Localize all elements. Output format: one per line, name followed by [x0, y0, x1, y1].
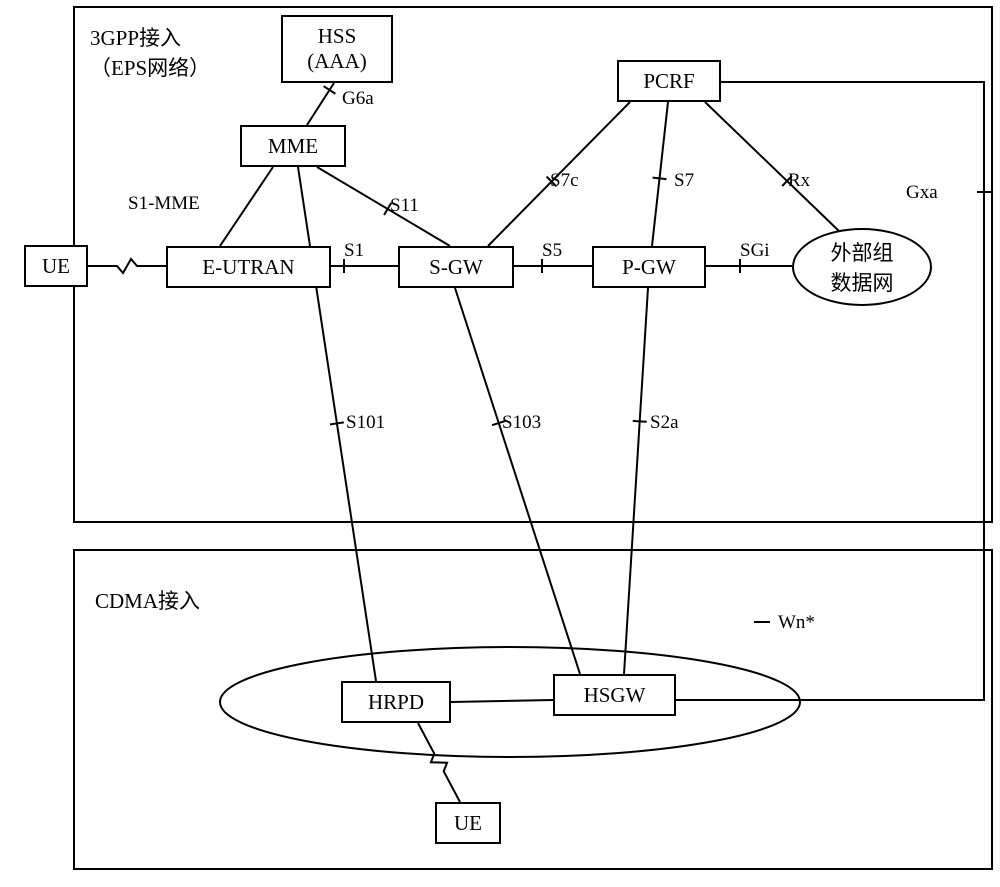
edge-label-gxa: Gxa — [906, 182, 938, 204]
node-label-hss: HSS (AAA) — [307, 24, 366, 74]
edge-label-sgw-hsgw: S103 — [502, 412, 541, 434]
node-label-sgw: S-GW — [429, 255, 483, 280]
node-label-eutran: E-UTRAN — [202, 255, 294, 280]
edge-label-hss-mme: G6a — [342, 88, 374, 110]
node-eutran: E-UTRAN — [166, 246, 331, 288]
node-label-mme: MME — [268, 134, 318, 159]
node-ue1: UE — [24, 245, 88, 287]
node-pcrf: PCRF — [617, 60, 721, 102]
edge-label-pcrf-sgw: S7c — [550, 170, 579, 192]
node-mme: MME — [240, 125, 346, 167]
region-rcdma — [73, 549, 993, 870]
region-label-r3gpp: 3GPP接入 （EPS网络） — [90, 22, 210, 82]
node-label-pcrf: PCRF — [643, 69, 694, 94]
edge-label-sgw-pgw: S5 — [542, 240, 562, 262]
edge-label-pgw-pdn: SGi — [740, 240, 770, 262]
region-label-rcdma: CDMA接入 — [95, 585, 200, 615]
node-sgw: S-GW — [398, 246, 514, 288]
node-label-ue1: UE — [42, 254, 70, 279]
node-label-hrpd: HRPD — [368, 690, 424, 715]
node-label-pgw: P-GW — [622, 255, 676, 280]
edge-label-pgw-hsgw: S2a — [650, 412, 679, 434]
edge-label-mme-sgw: S11 — [390, 195, 419, 217]
node-hrpd: HRPD — [341, 681, 451, 723]
edge-label-mme-hrpd: S101 — [346, 412, 385, 434]
node-pdn: 外部组 数据网 — [792, 228, 932, 306]
edge-label-wnstar: Wn* — [778, 612, 815, 634]
edge-label-mme-eutran: S1-MME — [128, 193, 200, 215]
node-pgw: P-GW — [592, 246, 706, 288]
node-ue2: UE — [435, 802, 501, 844]
node-label-pdn: 外部组 数据网 — [831, 237, 894, 297]
node-label-hsgw: HSGW — [584, 683, 646, 708]
node-hss: HSS (AAA) — [281, 15, 393, 83]
node-hsgw: HSGW — [553, 674, 676, 716]
edge-label-pcrf-pgw: S7 — [674, 170, 694, 192]
edge-label-pcrf-pdn: Rx — [788, 170, 810, 192]
edge-label-eutran-sgw: S1 — [344, 240, 364, 262]
node-label-ue2: UE — [454, 811, 482, 836]
